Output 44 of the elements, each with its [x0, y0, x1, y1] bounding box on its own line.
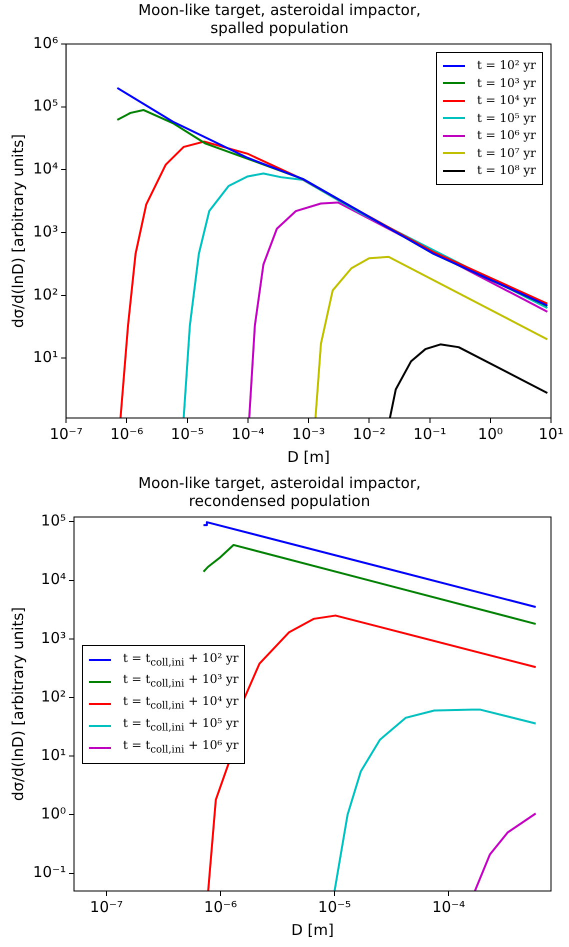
y-tick-label: 10⁴: [32, 160, 58, 178]
y-axis-title: dσ/d(lnD) [arbitrary units]: [8, 134, 27, 328]
x-tick-label: 10⁻²: [352, 424, 386, 443]
y-tick-label: 10⁰: [40, 804, 66, 823]
y-tick-label: 10³: [40, 628, 66, 647]
legend-label: t = t$_{coll,ini}$ + 10³ yr: [123, 671, 238, 692]
y-tick-label: 10³: [32, 222, 58, 240]
legend-label: t = 10⁷ yr: [477, 144, 536, 162]
x-tick-label: 10⁻³: [292, 424, 326, 443]
legend-label: t = t$_{coll,ini}$ + 10⁴ yr: [123, 693, 238, 714]
legend-label: t = t$_{coll,ini}$ + 10⁶ yr: [123, 737, 238, 758]
x-tick-label: 10⁻⁶: [110, 424, 144, 443]
chart-title: Moon-like target, asteroidal impactor, spalled population: [138, 0, 421, 37]
x-tick-label: 10⁻¹: [413, 424, 446, 443]
y-tick-label: 10²: [32, 285, 58, 304]
y-tick-label: 10⁻¹: [32, 863, 66, 882]
y-tick-label: 10⁵: [32, 96, 58, 115]
x-tick-label: 10⁻⁷: [90, 898, 123, 916]
legend-label: t = t$_{coll,ini}$ + 10⁵ yr: [123, 715, 238, 736]
y-tick-label: 10⁶: [32, 34, 58, 52]
x-tick-label: 10⁻⁴: [231, 424, 264, 443]
x-tick-label: 10¹: [538, 424, 564, 443]
legend-label: t = t$_{coll,ini}$ + 10² yr: [123, 650, 238, 670]
x-tick-label: 10⁻⁵: [170, 424, 204, 443]
chart-title: Moon-like target, asteroidal impactor, recondensed population: [138, 474, 421, 510]
y-tick-label: 10¹: [40, 746, 66, 764]
x-axis-title: D [m]: [291, 920, 334, 939]
x-tick-label: 10⁰: [478, 424, 503, 443]
x-axis-title: D [m]: [287, 448, 330, 466]
legend-label: t = 10⁸ yr: [477, 162, 536, 179]
y-tick-label: 10⁴: [40, 570, 66, 588]
y-axis-title: dσ/d(lnD) [arbitrary units]: [8, 607, 27, 801]
x-tick-label: 10⁻⁴: [432, 898, 466, 916]
legend-label: t = 10³ yr: [477, 74, 536, 92]
legend-label: t = 10⁶ yr: [477, 127, 536, 144]
legend-label: t = 10² yr: [477, 57, 536, 74]
y-tick-label: 10¹: [32, 348, 58, 366]
legend-label: t = 10⁵ yr: [477, 110, 536, 127]
legend-label: t = 10⁴ yr: [477, 92, 536, 109]
x-tick-label: 10⁻⁷: [50, 424, 83, 443]
y-tick-label: 10²: [40, 687, 66, 706]
x-tick-label: 10⁻⁶: [204, 898, 237, 916]
x-tick-label: 10⁻⁵: [318, 898, 352, 916]
y-tick-label: 10⁵: [40, 512, 66, 530]
